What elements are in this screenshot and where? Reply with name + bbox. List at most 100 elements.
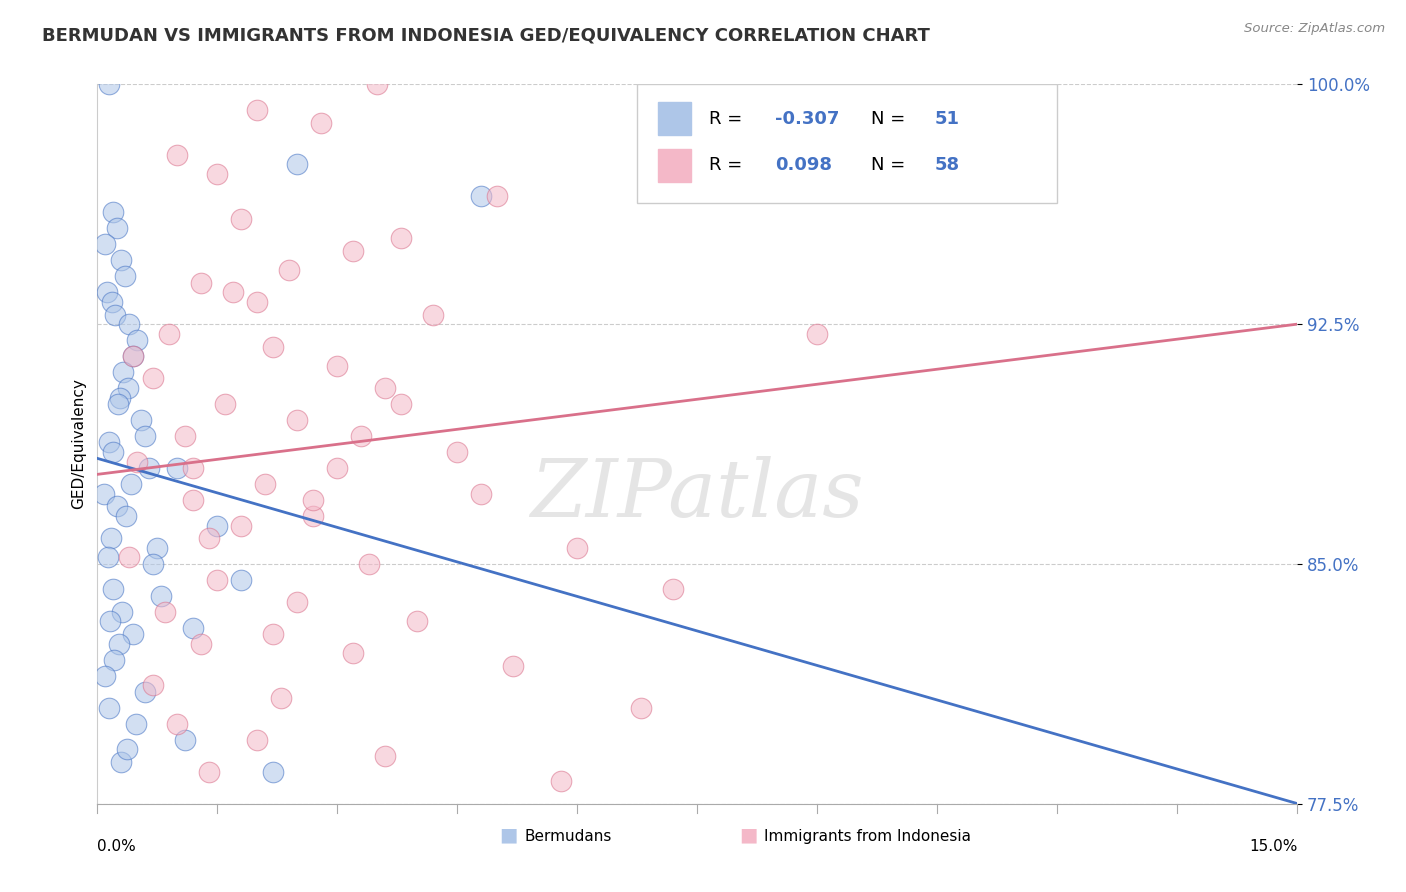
Point (104, 308, 127, 322)
Bar (658, 149, 692, 181)
Point (342, 244, 364, 258)
Point (108, 637, 131, 651)
Point (262, 764, 284, 779)
Point (93, 486, 115, 500)
Point (94, 237, 117, 252)
Point (121, 627, 143, 641)
Point (107, 397, 129, 411)
Point (114, 269, 136, 284)
Point (231, 211, 253, 226)
Point (127, 454, 149, 468)
Point (108, 391, 131, 405)
Point (103, 205, 125, 219)
Point (155, 605, 177, 619)
Point (470, 486, 492, 500)
Point (125, 716, 148, 731)
Text: ■: ■ (740, 826, 758, 845)
Point (486, 189, 509, 203)
Point (138, 461, 160, 475)
Text: 58: 58 (935, 156, 960, 174)
Point (207, 518, 229, 533)
Text: R =: R = (709, 110, 742, 128)
Point (270, 691, 292, 706)
Point (350, 429, 373, 443)
Point (262, 339, 284, 353)
Text: Bermudans: Bermudans (524, 829, 612, 844)
Point (111, 605, 134, 619)
Text: ■: ■ (499, 826, 517, 845)
Point (146, 541, 169, 555)
Point (366, 78, 388, 92)
Point (115, 508, 138, 523)
Text: BERMUDAN VS IMMIGRANTS FROM INDONESIA GED/EQUIVALENCY CORRELATION CHART: BERMUDAN VS IMMIGRANTS FROM INDONESIA GE… (42, 27, 929, 45)
Point (111, 365, 134, 379)
Point (502, 659, 524, 673)
Point (190, 637, 212, 651)
Point (207, 573, 229, 587)
Point (246, 103, 269, 117)
Point (183, 492, 205, 507)
Point (118, 550, 141, 565)
Text: 51: 51 (935, 110, 960, 128)
Point (214, 397, 236, 411)
Point (374, 748, 396, 763)
Point (103, 653, 125, 667)
Text: Immigrants from Indonesia: Immigrants from Indonesia (765, 829, 972, 844)
Point (422, 308, 444, 322)
Point (278, 262, 301, 277)
Point (326, 461, 349, 475)
Point (97, 550, 120, 565)
Point (198, 531, 221, 545)
Point (374, 381, 396, 395)
Point (166, 147, 188, 161)
Point (254, 477, 277, 491)
Point (342, 646, 364, 660)
Point (174, 429, 197, 443)
Point (806, 326, 828, 341)
Point (550, 774, 572, 789)
Point (115, 742, 138, 756)
Point (285, 595, 308, 609)
Text: Source: ZipAtlas.com: Source: ZipAtlas.com (1244, 22, 1385, 36)
Point (285, 157, 308, 171)
Bar (658, 103, 692, 135)
Point (127, 333, 149, 347)
Point (110, 253, 132, 268)
Point (117, 381, 139, 395)
Point (246, 294, 269, 309)
Point (98, 615, 121, 629)
Point (105, 221, 128, 235)
Text: ZIPatlas: ZIPatlas (530, 456, 865, 533)
Point (98, 700, 121, 714)
Point (406, 615, 429, 629)
Point (630, 700, 652, 714)
Text: R =: R = (709, 156, 742, 174)
Point (207, 167, 229, 181)
Point (198, 764, 221, 779)
Point (326, 359, 349, 373)
Point (122, 349, 145, 363)
Point (222, 285, 245, 300)
Point (285, 413, 308, 427)
Point (311, 116, 333, 130)
Point (446, 445, 468, 459)
Point (262, 627, 284, 641)
Point (183, 621, 205, 635)
Point (190, 276, 212, 290)
Point (97, 435, 120, 450)
Y-axis label: GED/Equivalency: GED/Equivalency (72, 378, 86, 509)
Point (110, 755, 132, 769)
Point (246, 732, 269, 747)
Point (389, 231, 412, 245)
Point (470, 189, 492, 203)
Point (231, 573, 253, 587)
Point (150, 589, 173, 603)
Point (174, 732, 197, 747)
Point (98, 78, 121, 92)
Point (157, 326, 180, 341)
Point (183, 461, 205, 475)
Point (134, 684, 156, 698)
Point (142, 557, 165, 571)
Text: 0.0%: 0.0% (97, 839, 136, 855)
Point (359, 557, 381, 571)
